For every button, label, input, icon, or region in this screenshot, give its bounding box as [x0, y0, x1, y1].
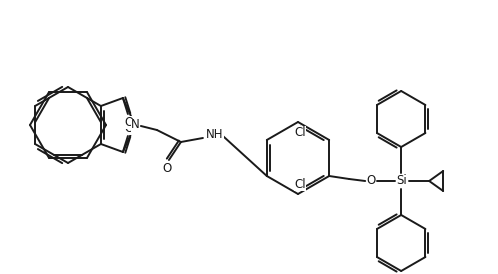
Text: O: O: [162, 161, 171, 175]
Text: NH: NH: [206, 129, 224, 141]
Text: O: O: [124, 116, 133, 129]
Text: Cl: Cl: [294, 178, 306, 190]
Text: O: O: [124, 121, 133, 135]
Text: Cl: Cl: [294, 125, 306, 138]
Text: Si: Si: [396, 175, 406, 187]
Text: O: O: [367, 175, 376, 187]
Text: N: N: [130, 118, 139, 132]
